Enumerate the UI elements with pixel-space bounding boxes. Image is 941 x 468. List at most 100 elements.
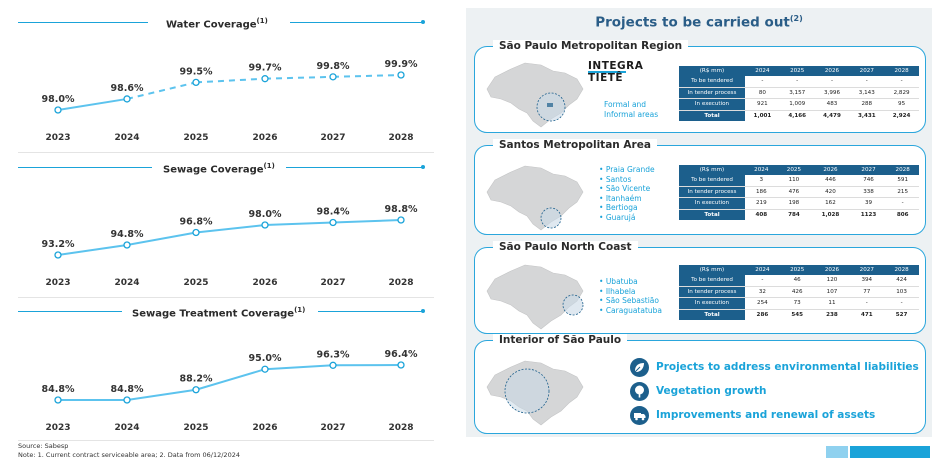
- table-header-cell: 2027: [849, 66, 885, 76]
- city-item: Caraguatatuba: [599, 306, 662, 316]
- city-list: UbatubaIlhabelaSão SebastiãoCaraguatatub…: [599, 277, 662, 315]
- table-cell: -: [884, 297, 919, 310]
- table-header-cell: 2025: [777, 165, 811, 175]
- table-header-cell: (R$ mm): [679, 66, 745, 76]
- table-cell: 471: [860, 311, 873, 318]
- table-cell: 921: [745, 98, 780, 111]
- row-label: Total: [679, 209, 745, 220]
- data-point: [123, 95, 131, 103]
- region-santos-metropolitan: Santos Metropolitan Area Praia GrandeSan…: [474, 139, 926, 235]
- data-label: 96.8%: [180, 217, 213, 228]
- truck-icon: [630, 406, 649, 425]
- row-label: In tender process: [679, 87, 745, 99]
- data-point: [397, 361, 405, 369]
- row-label: In tender process: [679, 286, 745, 298]
- row-label: Total: [679, 110, 745, 121]
- data-point: [261, 365, 269, 373]
- table-header-row: (R$ mm) 2024 2025 2026 2027 2028: [679, 66, 919, 76]
- data-point: [329, 361, 337, 369]
- table-cell: 238: [826, 311, 838, 318]
- chart-title-sewage-treatment: Sewage Treatment Coverage(1): [124, 306, 314, 320]
- table-cell: 95: [884, 98, 919, 111]
- series-segment: [264, 221, 334, 226]
- table-cell: 483: [814, 98, 850, 111]
- data-label: 98.0%: [42, 94, 75, 105]
- table-cell: 3,996: [814, 87, 850, 99]
- region-title: Interior of São Paulo: [493, 334, 628, 346]
- projects-panel: Projects to be carried out(2) São Paulo …: [466, 8, 932, 437]
- accent-bar: [850, 446, 930, 458]
- table-cell: -: [886, 197, 919, 210]
- source-note: Source: Sabesp: [18, 442, 69, 450]
- data-label: 84.8%: [42, 384, 75, 395]
- table-cell: 4,479: [823, 112, 841, 119]
- year-label: 2027: [320, 278, 345, 288]
- year-label: 2026: [252, 133, 277, 143]
- interior-item-2: Vegetation growth: [656, 385, 767, 397]
- series-segment: [126, 388, 197, 401]
- table-cell: 338: [850, 186, 887, 198]
- table-cell: 103: [884, 286, 919, 298]
- region-title: São Paulo Metropolitan Region: [493, 40, 689, 52]
- chart-title-sewage: Sewage Coverage(1): [155, 162, 283, 176]
- city-item: Santos: [599, 175, 655, 185]
- region-interior-sp: Interior of São Paulo Projects to addres…: [474, 334, 926, 434]
- data-point: [397, 216, 405, 224]
- interior-item-1: Projects to address environmental liabil…: [656, 361, 919, 373]
- data-point: [54, 251, 62, 259]
- table-cell: 73: [779, 297, 815, 310]
- year-label: 2028: [388, 133, 413, 143]
- table-cell: 46: [779, 275, 815, 287]
- table-cell: 420: [810, 186, 851, 198]
- table-cell: 288: [849, 98, 885, 111]
- region-title: São Paulo North Coast: [493, 241, 638, 253]
- accent-bar-light: [826, 446, 848, 458]
- series-segment: [195, 77, 266, 84]
- investment-table: (R$ mm) 2024 2025 2026 2027 2028 To be tendere…: [679, 265, 919, 320]
- data-point: [192, 228, 200, 237]
- year-label: 2028: [388, 423, 413, 433]
- table-cell: 2,924: [892, 112, 911, 119]
- data-label: 95.0%: [249, 353, 282, 364]
- row-label: In execution: [679, 297, 745, 310]
- sewage-coverage-chart: 93.2% 2023 94.8% 2024 96.8% 2025 98.0% 2026 98.4…: [42, 204, 418, 288]
- water-coverage-chart: 98.0% 2023 98.6% 2024 99.5% 2025 99.7% 2026 99.8…: [42, 59, 418, 143]
- city-item: Ubatuba: [599, 277, 662, 287]
- table-row: In execution 219 198 162 39-: [679, 197, 919, 210]
- year-label: 2025: [183, 133, 208, 143]
- series-segment: [126, 81, 197, 100]
- table-header-cell: 2028: [884, 265, 919, 275]
- data-point: [123, 241, 131, 249]
- table-cell: -: [849, 297, 885, 310]
- sp-state-map: [486, 264, 584, 330]
- row-label: To be tendered: [679, 175, 745, 187]
- table-cell: -: [745, 275, 780, 287]
- city-item: Bertioga: [599, 203, 655, 213]
- table-cell: -: [884, 76, 919, 88]
- region-sp-north-coast: São Paulo North Coast UbatubaIlhabelaSão…: [474, 241, 926, 334]
- table-cell: 591: [886, 175, 919, 187]
- table-cell: 11: [814, 297, 850, 310]
- city-item: São Vicente: [599, 184, 655, 194]
- table-cell: 286: [756, 311, 769, 318]
- year-label: 2026: [252, 278, 277, 288]
- table-cell: 186: [745, 186, 778, 198]
- year-label: 2027: [320, 423, 345, 433]
- table-cell: 446: [810, 175, 851, 187]
- interior-item-3: Improvements and renewal of assets: [656, 409, 876, 421]
- table-cell: 80: [745, 87, 780, 99]
- table-cell: 77: [849, 286, 885, 298]
- table-cell: -: [849, 76, 885, 88]
- data-label: 98.6%: [111, 83, 144, 94]
- series-segment: [264, 75, 334, 80]
- table-row: To be tendered - - - - -: [679, 76, 919, 88]
- table-row: In tender process 186 476 420 338 215: [679, 186, 919, 198]
- series-segment: [332, 219, 402, 224]
- table-cell: 107: [814, 286, 850, 298]
- series-segment: [264, 364, 334, 371]
- data-label: 99.5%: [180, 66, 213, 77]
- table-cell: 476: [777, 186, 811, 198]
- data-point: [123, 396, 131, 404]
- row-label: In execution: [679, 197, 745, 210]
- data-point: [329, 218, 337, 227]
